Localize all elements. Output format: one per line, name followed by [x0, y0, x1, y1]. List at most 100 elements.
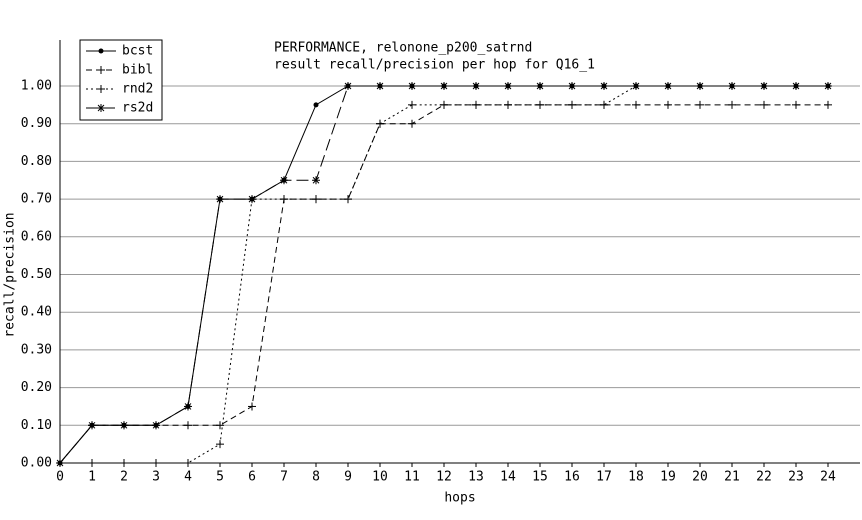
- data-point: [216, 195, 224, 204]
- x-tick-label: 23: [788, 470, 804, 485]
- x-tick-label: 4: [184, 470, 192, 485]
- data-point-part: [120, 421, 128, 429]
- y-tick-label: 0.40: [21, 305, 52, 320]
- legend-marker: [97, 66, 105, 74]
- x-tick-label: 10: [372, 470, 388, 485]
- y-tick-label: 0.60: [21, 229, 52, 244]
- data-point: [792, 82, 800, 90]
- data-point: [184, 421, 192, 430]
- data-point-part: [248, 195, 256, 203]
- x-tick-label: 19: [660, 470, 676, 485]
- legend-marker-part: [97, 104, 105, 112]
- y-axis-label: recall/precision: [3, 212, 18, 337]
- data-point: [504, 100, 512, 109]
- data-point-part: [536, 82, 544, 90]
- data-point: [536, 100, 544, 109]
- data-point: [408, 119, 416, 128]
- x-tick-label: 18: [628, 470, 644, 485]
- series-line: [59, 104, 828, 464]
- x-tick-label: 1: [88, 470, 96, 485]
- data-point: [376, 119, 384, 128]
- x-tick-label: 11: [404, 470, 420, 485]
- data-point: [88, 459, 96, 467]
- data-point: [184, 402, 192, 411]
- chart-subtitle: result recall/precision per hop for Q16_…: [274, 58, 595, 73]
- data-point-part: [376, 82, 384, 90]
- x-tick-label: 14: [500, 470, 516, 485]
- data-point: [408, 82, 416, 90]
- data-point: [56, 459, 64, 467]
- data-point-part: [600, 82, 608, 90]
- data-point: [664, 100, 672, 109]
- data-point-part: [472, 82, 480, 90]
- data-point: [792, 100, 800, 109]
- legend-label: bibl: [122, 63, 153, 78]
- x-tick-label: 7: [280, 470, 288, 485]
- data-point: [696, 100, 704, 109]
- x-tick-label: 13: [468, 470, 484, 485]
- data-point: [728, 100, 736, 109]
- data-point: [664, 82, 672, 90]
- x-tick-label: 0: [56, 470, 64, 485]
- data-point-part: [792, 82, 800, 90]
- data-point: [824, 82, 832, 90]
- chart-title: PERFORMANCE, relonone_p200_satrnd: [274, 41, 532, 56]
- y-tick-label: 0.70: [21, 192, 52, 207]
- data-point: [504, 82, 512, 90]
- x-tick-label: 9: [344, 470, 352, 485]
- x-axis-label: hops: [444, 491, 475, 506]
- data-point-part: [280, 176, 288, 184]
- data-point: [280, 176, 288, 185]
- data-point: [248, 195, 256, 204]
- legend-marker: [97, 104, 105, 112]
- data-point-part: [632, 82, 640, 90]
- data-point: [184, 459, 192, 467]
- data-point-part: [152, 421, 160, 429]
- legend-label: rnd2: [122, 82, 153, 97]
- legend-marker: [98, 48, 104, 54]
- x-tick-label: 8: [312, 470, 320, 485]
- y-tick-label: 0.50: [21, 267, 52, 282]
- x-tick-label: 12: [436, 470, 452, 485]
- data-point: [344, 82, 352, 90]
- data-point-part: [824, 82, 832, 90]
- legend-box: [79, 39, 163, 121]
- data-point: [120, 421, 128, 430]
- data-point-part: [88, 421, 96, 429]
- data-point: [536, 82, 544, 90]
- data-point: [440, 82, 448, 90]
- data-point-part: [56, 459, 64, 467]
- y-tick-label: 0.80: [21, 154, 52, 169]
- data-point: [728, 82, 736, 90]
- data-point-part: [568, 82, 576, 90]
- x-tick-label: 5: [216, 470, 224, 485]
- data-point-part: [312, 176, 320, 184]
- data-point: [568, 100, 576, 109]
- x-tick-label: 2: [120, 470, 128, 485]
- y-tick-label: 0.10: [21, 418, 52, 433]
- data-point: [824, 100, 832, 109]
- legend-label: rs2d: [122, 101, 153, 116]
- x-tick-label: 3: [152, 470, 160, 485]
- data-point-part: [313, 102, 319, 108]
- data-point: [600, 82, 608, 90]
- data-point: [472, 82, 480, 90]
- data-point: [760, 82, 768, 90]
- data-point-part: [728, 82, 736, 90]
- y-tick-label: 0.90: [21, 116, 52, 131]
- data-point: [440, 100, 448, 109]
- data-point: [760, 100, 768, 109]
- data-point: [344, 195, 352, 204]
- data-point: [280, 195, 288, 204]
- data-point: [472, 100, 480, 109]
- data-point-part: [216, 195, 224, 203]
- x-tick-label: 22: [756, 470, 772, 485]
- data-point: [632, 100, 640, 109]
- x-tick-label: 21: [724, 470, 740, 485]
- x-tick-label: 20: [692, 470, 708, 485]
- data-point: [376, 82, 384, 90]
- data-point: [88, 421, 96, 430]
- y-tick-label: 0.30: [21, 342, 52, 357]
